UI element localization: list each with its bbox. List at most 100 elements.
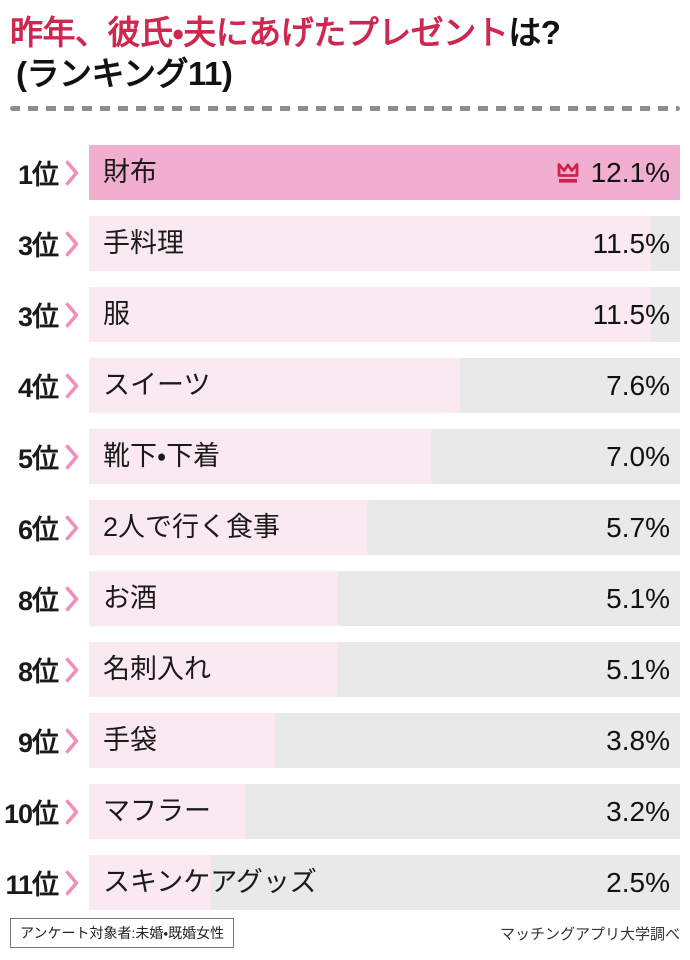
bar-track: 手料理 11.5% — [89, 216, 680, 271]
title-highlight: 昨年、彼氏・夫にあげたプレゼント — [10, 14, 509, 51]
rank-label: 8位 — [17, 657, 59, 687]
header: 昨年、彼氏・夫にあげたプレゼントは? (ランキング11) — [0, 10, 690, 94]
chevron-right-icon — [65, 799, 79, 824]
chevron-right-icon — [65, 373, 79, 398]
ranking-row: 5位 靴下・下着 7.0% — [0, 429, 680, 484]
value-wrap: 3.2% — [606, 784, 670, 839]
bar-fill — [89, 145, 680, 200]
chevron-right-icon — [65, 302, 79, 327]
bar-track: お酒 5.1% — [89, 571, 680, 626]
bar-track: スキンケアグッズ 2.5% — [89, 855, 680, 910]
title-line1: 昨年、彼氏・夫にあげたプレゼントは? — [10, 14, 561, 51]
bar-fill — [89, 784, 246, 839]
rank-label: 3位 — [17, 302, 59, 332]
bar-track: 2人で行く食事 5.7% — [89, 500, 680, 555]
bar-fill — [89, 358, 461, 413]
rank-label: 1位 — [17, 160, 59, 190]
page-title: 昨年、彼氏・夫にあげたプレゼントは? (ランキング11) — [10, 12, 680, 94]
bar-fill — [89, 713, 275, 768]
value-label: 3.8% — [606, 724, 670, 756]
bar-track: 靴下・下着 7.0% — [89, 429, 680, 484]
value-label: 5.1% — [606, 653, 670, 685]
value-label: 5.7% — [606, 511, 670, 543]
bar-fill — [89, 500, 368, 555]
bar-track: 財布 12.1% — [89, 145, 680, 200]
source-credit: マッチングアプリ大学調べ — [499, 925, 680, 943]
bar-track: 服 11.5% — [89, 287, 680, 342]
bar-fill — [89, 855, 212, 910]
value-wrap: 7.6% — [606, 358, 670, 413]
value-wrap: 11.5% — [593, 287, 670, 342]
chevron-right-icon — [65, 870, 79, 895]
item-label: 服 — [103, 299, 130, 329]
ranking-row: 6位 2人で行く食事 5.7% — [0, 500, 680, 555]
value-wrap: 7.0% — [606, 429, 670, 484]
item-label: お酒 — [103, 583, 157, 613]
bar-fill — [89, 429, 431, 484]
chevron-right-icon — [65, 444, 79, 469]
value-label: 12.1% — [590, 156, 670, 188]
value-label: 7.0% — [606, 440, 670, 472]
value-label: 11.5% — [592, 298, 670, 330]
ranking-row: 9位 手袋 3.8% — [0, 713, 680, 768]
ranking-row: 10位 マフラー 3.2% — [0, 784, 680, 839]
item-label: 手料理 — [103, 228, 184, 258]
item-label: マフラー — [103, 796, 211, 826]
item-label: 2人で行く食事 — [103, 512, 281, 542]
bar-track: 手袋 3.8% — [89, 713, 680, 768]
rank-label: 11位 — [5, 870, 59, 900]
item-label: 財布 — [103, 157, 157, 187]
item-label: 靴下・下着 — [103, 441, 221, 471]
rank-label: 10位 — [3, 799, 59, 829]
value-wrap: 5.7% — [606, 500, 670, 555]
rank-label: 4位 — [17, 373, 59, 403]
ranking-list: 1位 財布 12.1% 3位 — [0, 145, 690, 910]
ranking-row: 8位 お酒 5.1% — [0, 571, 680, 626]
rank-label: 3位 — [17, 231, 59, 261]
rank-label: 6位 — [17, 515, 59, 545]
bar-fill — [89, 216, 651, 271]
chevron-right-icon — [65, 728, 79, 753]
item-label: スキンケアグッズ — [103, 867, 317, 897]
item-label: 名刺入れ — [103, 654, 211, 684]
title-line2: (ランキング11) — [16, 55, 233, 92]
value-wrap: 11.5% — [593, 216, 670, 271]
chevron-right-icon — [65, 515, 79, 540]
value-label: 3.2% — [606, 795, 670, 827]
footer: アンケート対象者:未婚・既婚女性 マッチングアプリ大学調べ — [0, 918, 690, 948]
value-wrap: 5.1% — [606, 571, 670, 626]
rank-label: 5位 — [17, 444, 59, 474]
value-wrap: 3.8% — [606, 713, 670, 768]
value-label: 5.1% — [606, 582, 670, 614]
value-wrap: 2.5% — [606, 855, 670, 910]
ranking-row: 3位 手料理 11.5% — [0, 216, 680, 271]
chevron-right-icon — [65, 231, 79, 256]
value-wrap: 5.1% — [606, 642, 670, 697]
value-label: 11.5% — [592, 227, 670, 259]
value-label: 2.5% — [606, 866, 670, 898]
ranking-row: 8位 名刺入れ 5.1% — [0, 642, 680, 697]
chevron-right-icon — [65, 160, 79, 185]
ranking-row: 3位 服 11.5% — [0, 287, 680, 342]
dashed-divider — [10, 106, 680, 111]
crown-icon — [557, 162, 578, 183]
ranking-row: 11位 スキンケアグッズ 2.5% — [0, 855, 680, 910]
rank-label: 8位 — [17, 586, 59, 616]
bar-track: スイーツ 7.6% — [89, 358, 680, 413]
ranking-row: 4位 スイーツ 7.6% — [0, 358, 680, 413]
survey-note: アンケート対象者:未婚・既婚女性 — [10, 918, 235, 948]
chevron-right-icon — [65, 657, 79, 682]
rank-label: 9位 — [17, 728, 59, 758]
value-wrap: 12.1% — [555, 145, 670, 200]
bar-fill — [89, 287, 651, 342]
bar-track: 名刺入れ 5.1% — [89, 642, 680, 697]
item-label: 手袋 — [103, 725, 157, 755]
ranking-row: 1位 財布 12.1% — [0, 145, 680, 200]
bar-fill — [89, 571, 339, 626]
bar-track: マフラー 3.2% — [89, 784, 680, 839]
bar-fill — [89, 642, 339, 697]
item-label: スイーツ — [103, 370, 211, 400]
title-suffix: は? — [508, 14, 561, 51]
value-label: 7.6% — [606, 369, 670, 401]
